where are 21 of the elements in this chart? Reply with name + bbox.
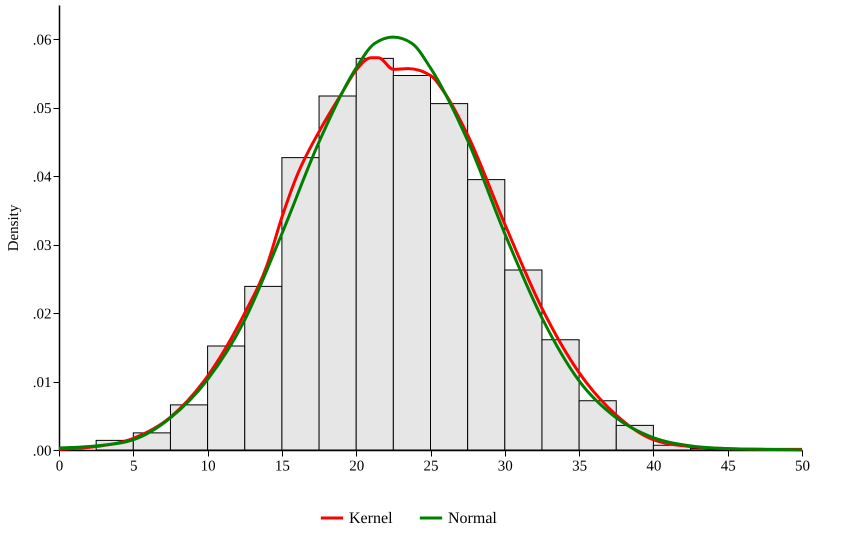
x-tick-label: 20 xyxy=(349,458,364,474)
x-tick-label: 15 xyxy=(274,458,290,474)
y-tick-label: .00 xyxy=(32,444,52,460)
y-tick-label: .01 xyxy=(32,375,52,392)
x-tick-label: 10 xyxy=(200,458,216,474)
y-tick-label: .06 xyxy=(32,32,52,49)
x-tick-label: 0 xyxy=(56,458,64,474)
legend-label: Kernel xyxy=(349,510,394,527)
y-tick-label: .05 xyxy=(32,101,52,118)
x-tick-label: 35 xyxy=(572,458,588,474)
y-tick-label: .03 xyxy=(32,238,52,254)
x-tick-label: 45 xyxy=(720,458,736,474)
legend-label: Normal xyxy=(448,510,498,527)
x-tick-label: 40 xyxy=(646,458,662,474)
x-tick-label: 50 xyxy=(795,458,810,474)
x-tick-label: 30 xyxy=(498,458,513,474)
y-tick-label: .02 xyxy=(32,306,52,323)
x-tick-label: 25 xyxy=(424,458,438,474)
x-tick-label: 5 xyxy=(130,458,138,474)
y-tick-label: .04 xyxy=(32,170,52,186)
y-axis-title: Density xyxy=(6,204,22,252)
